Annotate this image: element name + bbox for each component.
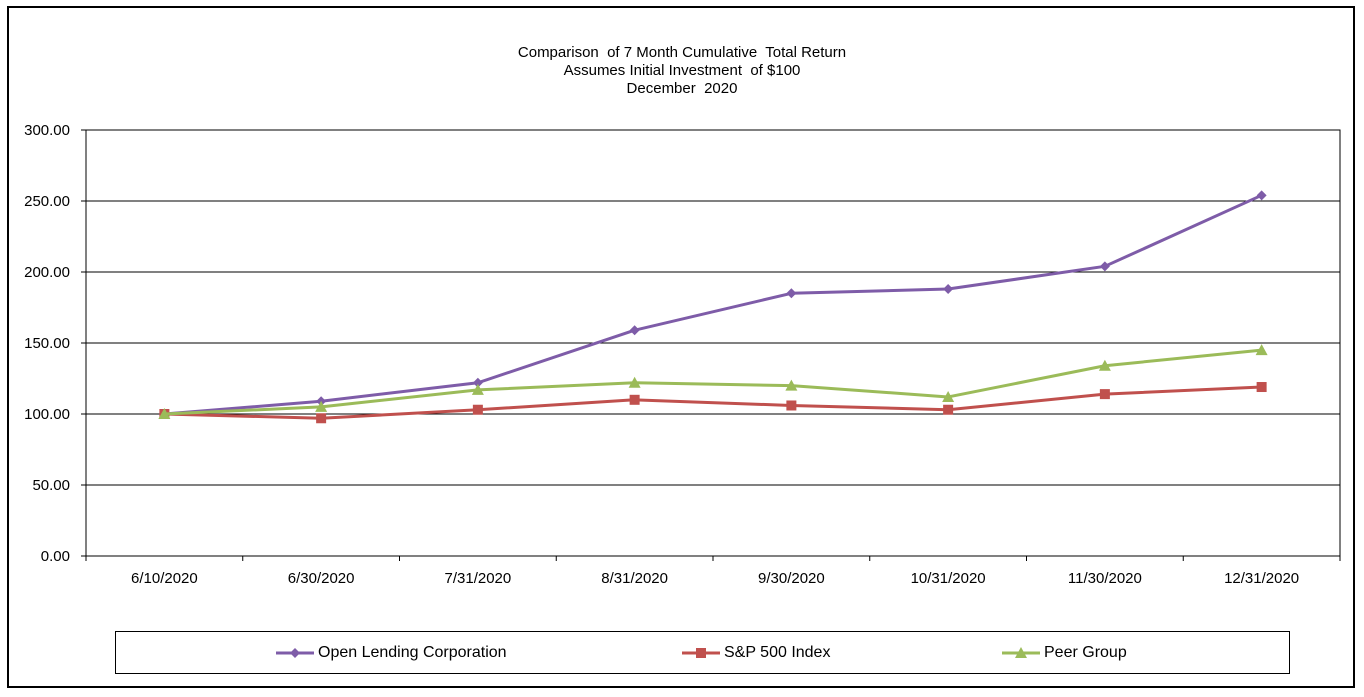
data-point-2-3 (628, 376, 641, 388)
chart-title: Comparison of 7 Month Cumulative Total R… (0, 44, 1364, 98)
y-tick-label: 50.00 (32, 477, 70, 494)
y-tick-label: 100.00 (24, 406, 70, 423)
y-tick-label: 300.00 (24, 122, 70, 139)
series-line-0 (164, 193, 1263, 416)
y-tick-label: 200.00 (24, 264, 70, 281)
y-tick-label: 150.00 (24, 335, 70, 352)
data-point-1-1 (316, 413, 327, 424)
legend-item-2: Peer Group (1002, 632, 1127, 673)
legend-marker-0 (276, 647, 314, 658)
legend-label-1: S&P 500 Index (724, 643, 831, 661)
legend-item-1: S&P 500 Index (682, 632, 830, 673)
data-point-1-3 (629, 394, 640, 405)
data-point-1-2 (472, 404, 483, 415)
data-point-2-6 (1098, 359, 1111, 371)
legend: Open Lending Corporation S&P 500 Index P… (115, 631, 1290, 674)
chart-title-line-2: Assumes Initial Investment of $100 (563, 62, 801, 79)
legend-marker-2 (1002, 646, 1040, 658)
legend-marker-1 (682, 647, 720, 658)
chart-title-line-3: December 2020 (626, 80, 738, 97)
x-tick-label: 6/10/2020 (131, 570, 198, 587)
data-point-0-6 (1099, 261, 1110, 272)
chart-frame (7, 6, 1355, 688)
legend-label-2: Peer Group (1044, 643, 1127, 661)
data-point-0-2 (472, 377, 483, 388)
legend-item-0: Open Lending Corporation (276, 632, 507, 673)
data-point-2-2 (471, 383, 484, 395)
chart-title-line-1: Comparison of 7 Month Cumulative Total R… (517, 44, 847, 61)
data-point-2-1 (315, 400, 328, 412)
x-tick-label: 8/31/2020 (601, 570, 668, 587)
y-tick-label: 250.00 (24, 193, 70, 210)
data-point-1-7 (1256, 382, 1267, 393)
data-point-0-5 (943, 284, 954, 295)
x-tick-label: 6/30/2020 (288, 570, 355, 587)
x-tick-label: 7/31/2020 (445, 570, 512, 587)
data-point-0-3 (629, 325, 640, 336)
x-tick-label: 10/31/2020 (911, 570, 986, 587)
data-point-2-0 (158, 408, 171, 419)
data-point-1-6 (1099, 389, 1110, 400)
data-point-0-7 (1256, 190, 1267, 201)
y-tick-label: 0.00 (41, 548, 70, 565)
x-tick-label: 9/30/2020 (758, 570, 825, 587)
data-point-1-5 (943, 404, 954, 415)
series-line-1 (164, 385, 1262, 420)
x-tick-label: 12/31/2020 (1224, 570, 1299, 587)
data-point-2-7 (1255, 344, 1268, 356)
data-point-2-5 (942, 390, 955, 402)
data-point-1-4 (786, 400, 797, 411)
data-point-2-4 (785, 379, 798, 391)
x-tick-label: 11/30/2020 (1068, 570, 1142, 587)
series-line-2 (164, 348, 1262, 416)
legend-label-0: Open Lending Corporation (318, 643, 507, 661)
data-point-0-4 (786, 288, 797, 299)
